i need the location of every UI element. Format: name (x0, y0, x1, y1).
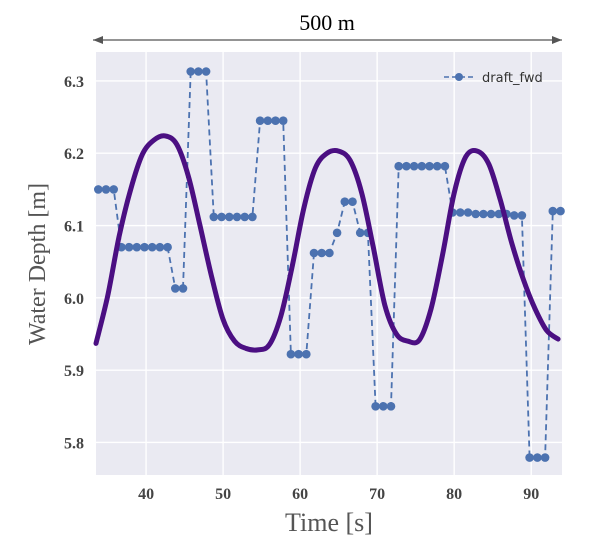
overlay-wave-curve (93, 133, 561, 353)
series-draft-fwd-point (248, 212, 257, 222)
legend-marker (455, 73, 463, 81)
series-draft-fwd-point (163, 242, 172, 252)
series-draft-fwd-point (517, 211, 527, 220)
series-draft-fwd-point (471, 209, 481, 219)
legend: draft_fwd (444, 71, 543, 86)
y-tick-label: 6.1 (64, 219, 84, 236)
series-draft-fwd-point (178, 284, 188, 293)
series-draft-fwd-point (440, 161, 450, 171)
x-tick-label: 50 (215, 486, 231, 503)
series-draft-fwd-point (540, 453, 550, 462)
series-draft-fwd-point (255, 116, 265, 125)
series-draft-fwd-point (94, 185, 103, 194)
y-tick-label: 5.8 (64, 435, 84, 452)
series-draft-fwd-point (124, 242, 134, 252)
distance-arrow-left-head (93, 36, 103, 44)
series-draft-fwd-point (479, 209, 488, 219)
axis-ticks: 40 50 60 70 80 90 5.8 5.9 6.0 6.1 6.2 6.3 (64, 74, 539, 503)
series-draft-fwd-point (171, 284, 180, 293)
series-draft-fwd-point (355, 228, 365, 238)
series-draft-fwd-point (263, 116, 273, 125)
series-draft-fwd-point (278, 116, 288, 125)
series-draft-fwd-point (463, 208, 473, 217)
series-draft-fwd-point (186, 67, 195, 76)
series-draft-fwd-point (302, 349, 311, 359)
y-tick-label: 6.2 (64, 146, 84, 163)
distance-annotation: 500 m (93, 10, 562, 44)
series-draft-fwd-point (232, 212, 242, 222)
series-draft-fwd-point (225, 212, 234, 222)
series-draft-fwd-point (332, 228, 342, 238)
series-draft-fwd-point (194, 67, 203, 76)
series-draft-fwd-point (379, 402, 388, 411)
x-tick-label: 70 (369, 486, 385, 503)
legend-label: draft_fwd (482, 71, 543, 86)
series-draft-fwd-point (394, 161, 404, 171)
y-tick-label: 6.3 (64, 74, 84, 91)
series-draft-fwd-point (486, 209, 496, 219)
series-draft-fwd-point (140, 242, 149, 252)
series-draft-fwd-point (240, 212, 249, 222)
series-draft-fwd-point (533, 453, 542, 462)
distance-label: 500 m (299, 10, 355, 35)
x-tick-label: 40 (138, 486, 154, 503)
y-axis-label: Water Depth [m] (25, 183, 51, 345)
x-tick-label: 60 (292, 486, 308, 503)
series-draft-fwd-point (201, 67, 211, 76)
series-draft-fwd-point (209, 212, 219, 222)
series-draft-fwd-point (325, 248, 334, 258)
series-draft-fwd-point (317, 248, 327, 258)
y-tick-label: 6.0 (64, 291, 84, 308)
y-tick-label: 5.9 (64, 363, 84, 380)
series-draft-fwd-point (101, 185, 111, 194)
x-tick-label: 90 (523, 486, 539, 503)
x-axis-label: Time [s] (285, 508, 373, 537)
series-draft-fwd-point (386, 402, 396, 411)
series-draft-fwd-point (155, 242, 165, 252)
series-draft-fwd-point (309, 248, 319, 258)
series-draft-fwd-point (548, 206, 558, 216)
series-draft-fwd-point (271, 116, 280, 125)
series-draft-fwd-point (409, 161, 419, 171)
x-tick-label: 80 (446, 486, 462, 503)
series-draft-fwd-point (456, 208, 465, 217)
series-draft-fwd-point (402, 161, 411, 171)
series-draft-fwd-point (109, 185, 118, 194)
series-draft-fwd-point (147, 242, 157, 252)
series-layer (93, 67, 565, 462)
series-draft-fwd-point (509, 211, 519, 220)
series-draft-fwd-point (494, 209, 504, 219)
series-draft-fwd-point (217, 212, 226, 222)
series-draft-fwd-point (340, 197, 350, 206)
series-draft-fwd-point (556, 206, 565, 216)
plot-area (96, 52, 562, 475)
series-draft-fwd-point (425, 161, 434, 171)
series-draft-fwd-point (286, 349, 296, 359)
series-draft-fwd-point (348, 197, 357, 206)
series-draft-fwd-point (417, 161, 427, 171)
series-draft-fwd-point (294, 349, 303, 359)
series-draft-fwd-point (132, 242, 142, 252)
series-draft-fwd-point (371, 402, 380, 411)
series-draft-fwd-point (432, 161, 442, 171)
distance-arrow-right-head (552, 36, 562, 44)
series-draft-fwd-point (525, 453, 534, 462)
